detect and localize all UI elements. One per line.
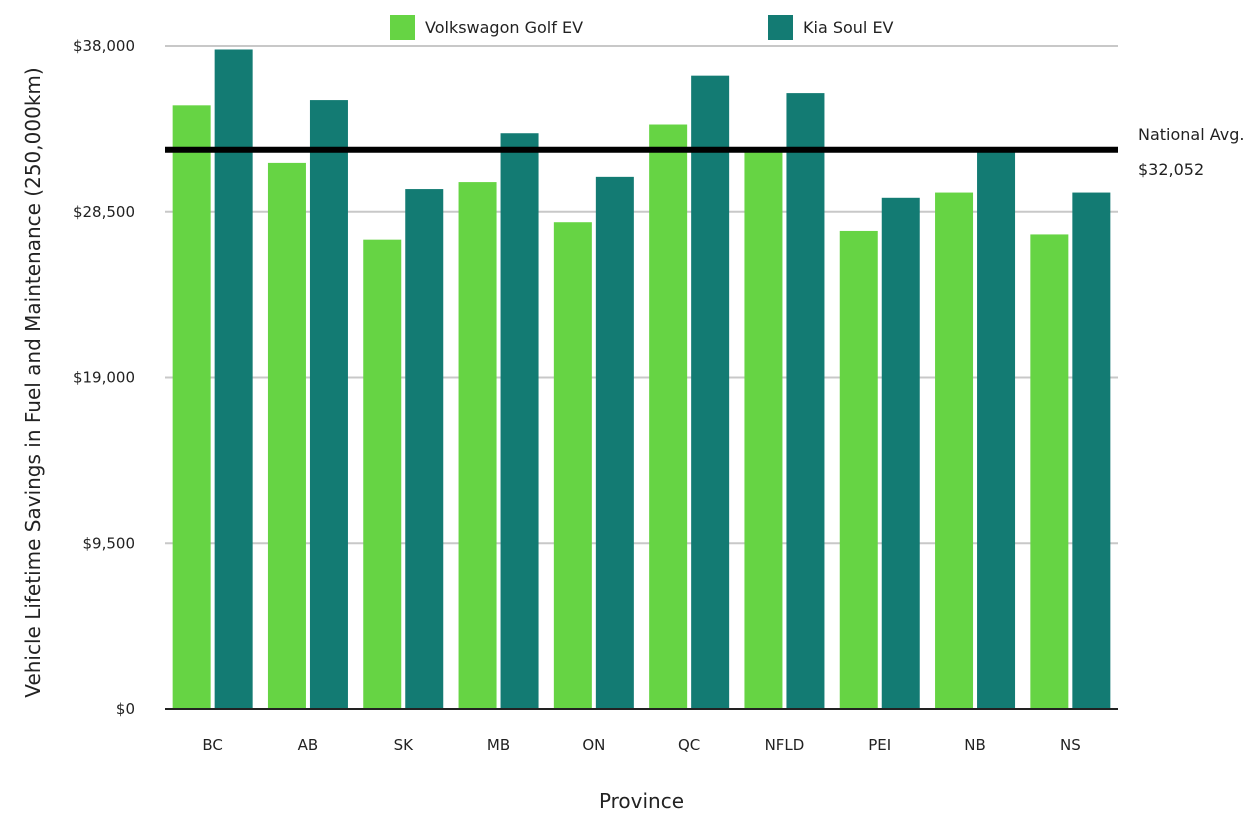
x-tick-label: PEI [868, 736, 891, 754]
bars [172, 49, 1111, 710]
bar-mb-kia-soul-ev [500, 133, 539, 710]
y-tick-labels: $0 $9,500 $19,000 $28,500 $38,000 [73, 37, 135, 718]
bar-ns-kia-soul-ev [1072, 192, 1111, 710]
x-tick-label: QC [678, 736, 700, 754]
gridlines [165, 45, 1118, 545]
bar-ns-volkswagon-golf-ev [1030, 234, 1069, 709]
bar-mb-volkswagon-golf-ev [458, 182, 497, 709]
bar-nb-volkswagon-golf-ev [935, 192, 974, 710]
legend: Volkswagon Golf EV Kia Soul EV [390, 15, 894, 40]
bar-on-volkswagon-golf-ev [553, 222, 592, 709]
national-average-label: National Avg. [1138, 125, 1244, 144]
legend-swatch-volkswagon-golf-ev [390, 15, 415, 40]
bar-nfld-kia-soul-ev [786, 93, 825, 709]
x-tick-label: NFLD [765, 736, 805, 754]
x-tick-labels: BC AB SK MB ON QC NFLD PEI NB NS [202, 736, 1080, 754]
x-tick-label: BC [202, 736, 223, 754]
bar-ab-kia-soul-ev [309, 100, 348, 709]
bar-pei-kia-soul-ev [881, 197, 920, 709]
bar-qc-volkswagon-golf-ev [649, 124, 688, 709]
bar-on-kia-soul-ev [595, 176, 634, 709]
bar-nb-kia-soul-ev [977, 150, 1016, 709]
legend-label-kia-soul-ev: Kia Soul EV [803, 18, 894, 37]
x-tick-label: MB [487, 736, 510, 754]
y-axis-title: Vehicle Lifetime Savings in Fuel and Mai… [21, 67, 45, 697]
bar-ab-volkswagon-golf-ev [267, 162, 306, 710]
y-tick-label: $38,000 [73, 37, 135, 55]
bar-sk-kia-soul-ev [405, 189, 444, 709]
legend-label-volkswagon-golf-ev: Volkswagon Golf EV [425, 18, 583, 37]
y-tick-label: $9,500 [83, 534, 136, 552]
bar-qc-kia-soul-ev [691, 75, 730, 710]
x-tick-label: SK [394, 736, 415, 754]
y-tick-label: $28,500 [73, 203, 135, 221]
y-tick-label: $0 [116, 700, 135, 718]
bar-nfld-volkswagon-golf-ev [744, 147, 783, 710]
national-average-value: $32,052 [1138, 160, 1204, 179]
x-tick-label: AB [298, 736, 319, 754]
x-tick-label: NB [964, 736, 986, 754]
bar-sk-volkswagon-golf-ev [363, 239, 402, 710]
y-tick-label: $19,000 [73, 369, 135, 387]
x-tick-label: NS [1060, 736, 1081, 754]
x-tick-label: ON [582, 736, 605, 754]
legend-swatch-kia-soul-ev [768, 15, 793, 40]
bar-bc-kia-soul-ev [214, 49, 253, 709]
bar-pei-volkswagon-golf-ev [839, 230, 878, 709]
x-axis-title: Province [599, 789, 684, 813]
bar-bc-volkswagon-golf-ev [172, 105, 211, 710]
